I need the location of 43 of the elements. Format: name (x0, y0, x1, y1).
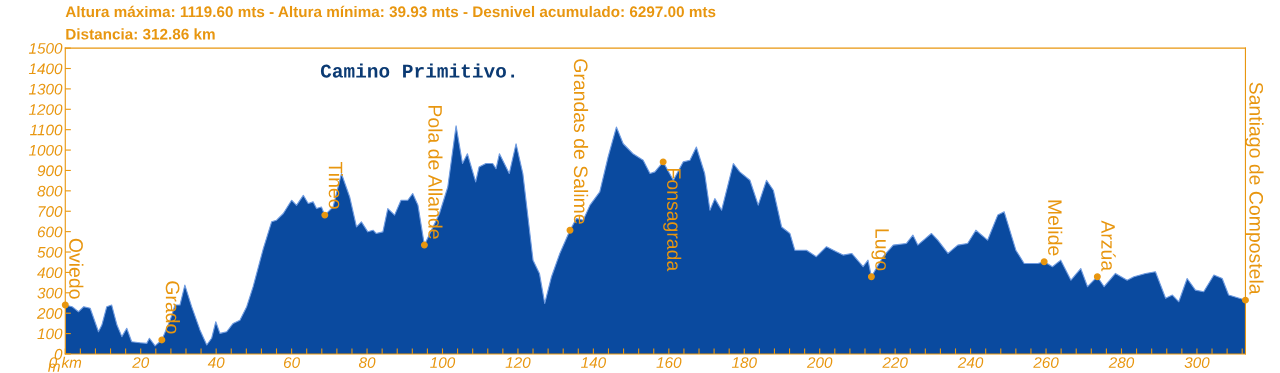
annotation: Tineo (328, 162, 343, 209)
annotation: Pola de Allande (428, 105, 443, 239)
y-tick-label: 1200 (28, 104, 63, 115)
x-tick-label: 20 (132, 357, 150, 368)
y-tick-label: 1000 (28, 144, 63, 156)
y-tick-label: 800 (37, 185, 63, 197)
x-tick-label: 140 (581, 357, 606, 368)
y-tick-label: 1300 (28, 83, 63, 95)
y-tick-label: 400 (37, 267, 63, 279)
y-tick-label: 1100 (30, 124, 63, 136)
y-tick-label: 100 (37, 328, 63, 340)
x-tick-label: 80 (358, 357, 376, 368)
annotation: Fonsagrada (663, 169, 682, 272)
annotation: Santiago de Compostela (1245, 82, 1264, 295)
chart-title: Altura máxima: 1119.60 mts - Altura mínima: 39.93 mts - Desnivel acumulado: 6297.00 mts (65, 5, 716, 18)
x-tick-label: 220 (882, 357, 908, 368)
annotation: Oviedo (69, 238, 84, 299)
x-tick-label: 280 (1108, 357, 1135, 368)
chart-subtitle: Distancia: 312.86 km (66, 28, 215, 40)
x-tick-label: 240 (957, 357, 984, 368)
y-tick-label: 300 (37, 287, 63, 299)
x-tick-label: 180 (731, 357, 757, 368)
x-tick-label: 300 (1184, 357, 1210, 368)
annotation: Arzúa (1101, 220, 1116, 272)
annotation: Grado (165, 281, 180, 334)
annotation: Grandas de Salime (573, 59, 589, 224)
x-tick-label: 120 (505, 357, 531, 368)
x-tick-label: 60 (283, 357, 300, 368)
x-tick-label: 40 (207, 357, 225, 368)
y-tick-label: 900 (37, 165, 63, 177)
annotation: Camino Primitivo. (320, 63, 515, 78)
x-tick-label: 260 (1033, 357, 1059, 368)
y-tick-label: 200 (36, 308, 63, 319)
x-tick-label: 200 (806, 357, 833, 368)
y-tick-label: 600 (37, 226, 63, 238)
x-tick-label: 100 (430, 357, 456, 368)
y-tick-label: 500 (37, 246, 63, 258)
annotation: Melide (1048, 200, 1063, 256)
y-tick-label: 1400 (28, 63, 63, 75)
annotation: Lugo (871, 229, 889, 271)
x-tick-label: 160 (656, 357, 682, 368)
y-tick-label: 700 (38, 206, 63, 217)
y-tick-label: 1500 (28, 42, 63, 54)
